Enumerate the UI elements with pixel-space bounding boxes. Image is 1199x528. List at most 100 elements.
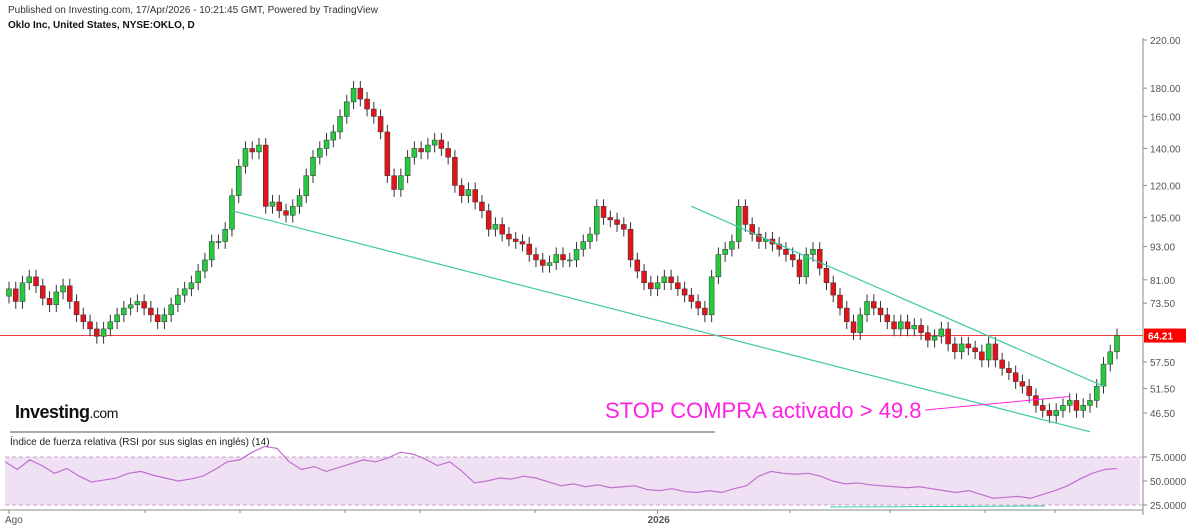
last-price-label: 64.21 bbox=[1148, 332, 1173, 343]
time-label: 2026 bbox=[648, 515, 671, 526]
candle-up bbox=[330, 131, 337, 141]
candle-down bbox=[965, 343, 972, 349]
candle-down bbox=[756, 233, 762, 242]
candle-down bbox=[992, 343, 999, 361]
candle-down bbox=[384, 131, 391, 176]
candle-up bbox=[19, 282, 26, 302]
candle-down bbox=[148, 307, 154, 316]
rsi-band bbox=[5, 457, 1140, 505]
candle-up bbox=[256, 144, 262, 153]
candle-up bbox=[350, 87, 357, 103]
candle-down bbox=[837, 294, 843, 309]
candle-down bbox=[40, 285, 46, 299]
candle-down bbox=[979, 351, 985, 361]
candle-up bbox=[202, 259, 208, 272]
candle-down bbox=[789, 254, 796, 261]
candle-down bbox=[675, 282, 681, 290]
candle-down bbox=[249, 148, 255, 153]
candle-up bbox=[100, 328, 107, 337]
candle-down bbox=[262, 144, 269, 207]
candle-down bbox=[830, 282, 836, 296]
candle-down bbox=[526, 243, 532, 255]
candle-down bbox=[1012, 372, 1019, 382]
candle-up bbox=[715, 254, 722, 278]
candle-up bbox=[1093, 385, 1100, 401]
candle-up bbox=[107, 321, 114, 330]
price-tick-label: 140.00 bbox=[1150, 144, 1181, 155]
candle-down bbox=[634, 259, 641, 272]
candle-down bbox=[357, 87, 364, 100]
candle-down bbox=[391, 175, 397, 190]
logo-suffix: .com bbox=[89, 405, 119, 421]
candle-down bbox=[479, 201, 485, 212]
candle-down bbox=[742, 206, 749, 225]
candle-up bbox=[269, 201, 276, 207]
candle-down bbox=[945, 328, 951, 345]
candle-up bbox=[53, 291, 60, 306]
candle-up bbox=[661, 276, 668, 284]
candle-up bbox=[323, 139, 330, 149]
candle-down bbox=[33, 276, 39, 287]
candle-up bbox=[573, 248, 580, 261]
candle-down bbox=[681, 288, 688, 296]
candle-down bbox=[499, 224, 505, 235]
candle-up bbox=[411, 148, 418, 158]
candle-down bbox=[648, 282, 654, 290]
candle-up bbox=[168, 304, 174, 316]
candle-down bbox=[141, 301, 147, 309]
rsi-line bbox=[4, 445, 1118, 499]
candle-down bbox=[891, 321, 897, 330]
candle-up bbox=[303, 175, 310, 196]
candle-up bbox=[864, 301, 870, 316]
candle-down bbox=[918, 325, 924, 333]
candle-down bbox=[972, 347, 978, 353]
candle-down bbox=[783, 248, 789, 255]
candle-up bbox=[931, 336, 938, 341]
candle-up bbox=[729, 241, 735, 250]
candle-up bbox=[296, 195, 303, 207]
candle-up bbox=[6, 288, 12, 297]
candle-down bbox=[418, 148, 424, 153]
candle-up bbox=[222, 228, 228, 242]
candle-up bbox=[195, 270, 201, 284]
price-tick-label: 105.00 bbox=[1150, 214, 1181, 225]
candle-up bbox=[810, 248, 816, 255]
candle-up bbox=[404, 156, 411, 176]
candle-down bbox=[641, 270, 647, 284]
candle-down bbox=[749, 224, 755, 235]
candle-up bbox=[242, 148, 249, 167]
candle-down bbox=[67, 285, 73, 302]
candle-down bbox=[844, 307, 850, 323]
candle-down bbox=[1073, 400, 1080, 411]
candle-down bbox=[702, 307, 708, 316]
candle-down bbox=[283, 210, 289, 216]
candle-down bbox=[154, 314, 161, 323]
candle-down bbox=[925, 332, 931, 341]
annotation-pointer bbox=[924, 396, 1070, 411]
candle-up bbox=[465, 189, 472, 196]
candle-up bbox=[1066, 400, 1073, 406]
candle-up bbox=[803, 254, 809, 278]
candle-down bbox=[364, 98, 370, 110]
candle-up bbox=[1053, 410, 1059, 416]
candle-down bbox=[1026, 385, 1032, 396]
candle-up bbox=[317, 148, 323, 158]
candle-up bbox=[337, 116, 343, 133]
candle-up bbox=[722, 248, 728, 255]
candle-up bbox=[898, 321, 904, 330]
candle-down bbox=[472, 189, 478, 203]
candle-down bbox=[506, 233, 512, 240]
candle-up bbox=[580, 241, 587, 250]
candle-up bbox=[1087, 400, 1093, 406]
candle-down bbox=[877, 307, 884, 316]
candle-up bbox=[344, 101, 350, 117]
candle-up bbox=[181, 288, 188, 296]
price-tick-label: 93.00 bbox=[1150, 243, 1175, 254]
candle-down bbox=[607, 217, 614, 221]
candle-up bbox=[431, 139, 438, 146]
candle-up bbox=[127, 304, 134, 309]
candle-down bbox=[80, 314, 87, 323]
candle-down bbox=[1039, 405, 1046, 411]
